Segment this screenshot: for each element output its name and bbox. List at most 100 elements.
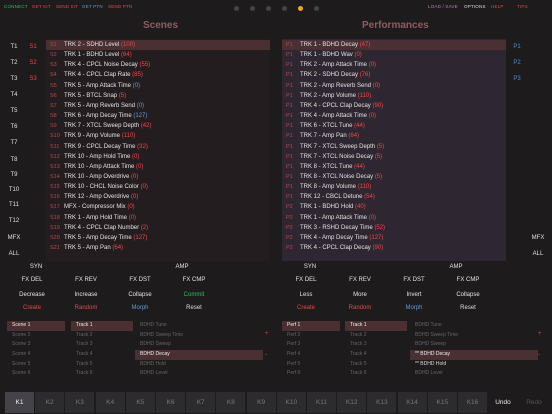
list-item[interactable]: BDHD Tune: [415, 322, 442, 328]
perf-name-list[interactable]: Perf 1 Perf 2 Perf 3 Perf 4 Perf 5 Perf 6: [282, 321, 340, 379]
list-item[interactable]: Track 2: [76, 331, 93, 338]
topbar-link-right-0[interactable]: LOAD / SAVE: [428, 4, 458, 9]
track-button-t11[interactable]: T11: [9, 202, 19, 208]
ctl-fx-cmp[interactable]: FX CMP: [182, 277, 206, 283]
kit-button-k16[interactable]: K16: [458, 392, 487, 413]
list-item[interactable]: Track 4: [350, 351, 367, 358]
list-row[interactable]: P1 TRK 8 - XTCL Tune (44): [282, 162, 506, 172]
list-item[interactable]: Perf 5: [287, 360, 301, 367]
list-row[interactable]: S10 TRK 9 - Amp Volume (110): [46, 131, 270, 141]
ctl-create-btn[interactable]: Create: [22, 305, 41, 311]
list-row[interactable]: S13 TRK 10 - Amp Attack Time (0): [46, 162, 270, 172]
list-item[interactable]: Track 3: [76, 341, 93, 348]
list-row[interactable]: P1 TRK 2 - Amp Reverb Send (0): [282, 81, 506, 91]
ctl-fx-cmp[interactable]: FX CMP: [456, 277, 480, 283]
list-item[interactable]: BDHD Level: [140, 370, 168, 377]
list-row[interactable]: P1 TRK 4 - Amp Attack Time (0): [282, 111, 506, 121]
ctl-create-btn[interactable]: Create: [296, 305, 315, 311]
list-item[interactable]: Scene 6: [12, 370, 31, 377]
ctl-syn[interactable]: SYN: [303, 264, 317, 270]
perf-slot-p1[interactable]: P1: [513, 44, 521, 50]
topbar-link-4[interactable]: SEND PTN: [108, 4, 133, 9]
page-dot[interactable]: [314, 6, 319, 11]
ctl-morph-btn[interactable]: Morph: [131, 305, 149, 311]
list-item[interactable]: Scene 4: [12, 351, 31, 358]
topbar-link-0[interactable]: CONNECT: [4, 4, 28, 9]
list-item[interactable]: BDHD Sweep: [415, 341, 446, 348]
list-row[interactable]: P1 TRK 7 - XTCL Sweep Depth (5): [282, 142, 506, 152]
performances-list[interactable]: P1 TRK 1 - BDHD Decay (47) P1 TRK 1 - BDHD …: [282, 39, 506, 261]
list-item[interactable]: Scene 2: [12, 331, 31, 338]
list-row[interactable]: P1 TRK 6 - XTCL Tune (44): [282, 121, 506, 131]
list-row[interactable]: P2 TRK 1 - BDHD Hold (40): [282, 202, 506, 212]
list-row[interactable]: S5 TRK 5 - Amp Attack Time (0): [46, 81, 270, 91]
list-row[interactable]: S18 TRK 1 - Amp Hold Time (0): [46, 213, 270, 223]
page-dot[interactable]: [266, 6, 271, 11]
list-row[interactable]: P1 TRK 2 - Amp Attack Time (0): [282, 60, 506, 70]
list-row[interactable]: P2 TRK 3 - RSHD Decay Time (52): [282, 223, 506, 233]
ctl-syn[interactable]: SYN: [29, 264, 43, 270]
scenes-list[interactable]: S1 TRK 2 - SDHD Level (100) S2 TRK 1 - BDHD…: [46, 39, 270, 261]
perf-slot-p3[interactable]: P3: [513, 76, 521, 82]
ctl-fx-del[interactable]: FX DEL: [295, 277, 317, 283]
page-dot[interactable]: [298, 6, 303, 11]
kit-button-k13[interactable]: K13: [367, 392, 397, 413]
track-name-list[interactable]: Track 1 Track 2 Track 3 Track 4 Track 5 Track…: [71, 321, 133, 379]
ctl-amp[interactable]: AMP: [175, 264, 189, 270]
page-dot[interactable]: [234, 6, 239, 11]
ctl-collapse[interactable]: Collapse: [128, 292, 152, 298]
list-row[interactable]: S7 TRK 5 - Amp Reverb Send (0): [46, 101, 270, 111]
ctl-commit[interactable]: Commit: [183, 292, 205, 298]
track-button-t7[interactable]: T7: [10, 140, 18, 146]
kit-button-k5[interactable]: K5: [125, 392, 155, 413]
list-item[interactable]: Perf 1: [282, 321, 340, 331]
list-row[interactable]: S17 MFX - Compressor Mix (0): [46, 202, 270, 212]
track-button-t8[interactable]: T8: [10, 157, 18, 163]
list-item[interactable]: Track 2: [350, 331, 367, 338]
kit-button-k11[interactable]: K11: [307, 392, 336, 413]
topbar-link-right-1[interactable]: OPTIONS: [464, 4, 486, 9]
list-row[interactable]: P1 TRK 1 - BDHD Decay (47): [282, 40, 506, 51]
list-item[interactable]: BDHD Sweep Time: [140, 331, 184, 338]
list-row[interactable]: S1 TRK 2 - SDHD Level (100): [46, 40, 270, 51]
list-item[interactable]: Scene 1: [7, 321, 65, 331]
kit-button-k4[interactable]: K4: [95, 392, 125, 413]
list-item[interactable]: Perf 2: [287, 331, 301, 338]
list-item[interactable]: BDHD Sweep: [140, 341, 171, 348]
list-row[interactable]: S8 TRK 6 - Amp Decay Time (127): [46, 111, 270, 121]
list-row[interactable]: P1 TRK 4 - CPCL Clap Decay (90): [282, 101, 506, 111]
scene-slot-s2[interactable]: S2: [29, 60, 37, 66]
kit-button-k14[interactable]: K14: [397, 392, 427, 413]
list-row[interactable]: S19 TRK 4 - CPCL Clap Number (2): [46, 223, 270, 233]
track-name-list-2[interactable]: Track 1 Track 2 Track 3 Track 4 Track 5 Track…: [345, 321, 407, 379]
list-item[interactable]: ** BDHD Hold: [415, 360, 447, 367]
list-item[interactable]: BDHD Level: [415, 370, 443, 377]
perf-slot-p2[interactable]: P2: [513, 60, 521, 66]
ctl-more[interactable]: More: [353, 292, 367, 298]
ctl-increase[interactable]: Increase: [74, 292, 98, 298]
kit-button-k1[interactable]: K1: [5, 392, 34, 413]
list-item[interactable]: Track 6: [76, 370, 93, 377]
list-row[interactable]: S9 TRK 7 - XTCL Sweep Depth (42): [46, 121, 270, 131]
list-row[interactable]: P1 TRK 2 - SDHD Decay (76): [282, 70, 506, 80]
list-item[interactable]: Scene 3: [12, 341, 31, 348]
track-button-all[interactable]: ALL: [8, 251, 20, 257]
list-row[interactable]: P1 TRK 8 - XTCL Noise Decay (5): [282, 172, 506, 182]
track-button-t6[interactable]: T6: [10, 124, 18, 130]
list-row[interactable]: S21 TRK 5 - Amp Pan (64): [46, 243, 270, 253]
scene-slot-s3[interactable]: S3: [29, 76, 37, 82]
list-item[interactable]: Track 1: [345, 321, 407, 331]
kit-button-k8[interactable]: K8: [216, 392, 246, 413]
param-name-list[interactable]: BDHD Tune BDHD Sweep Time BDHD Sweep BDHD D…: [135, 321, 263, 379]
list-item[interactable]: Track 3: [350, 341, 367, 348]
kit-button-k3[interactable]: K3: [65, 392, 95, 413]
ctl-fx-del[interactable]: FX DEL: [21, 277, 43, 283]
ctl-fx-dst[interactable]: FX DST: [129, 277, 151, 283]
list-row[interactable]: P1 TRK 8 - Amp Volume (110): [282, 182, 506, 192]
remove-icon[interactable]: -: [265, 352, 267, 358]
kit-button-k2[interactable]: K2: [35, 392, 65, 413]
list-row[interactable]: S20 TRK 5 - Amp Decay Time (127): [46, 233, 270, 243]
list-item[interactable]: Track 5: [76, 360, 93, 367]
track-button-t10[interactable]: T10: [8, 187, 20, 193]
ctl-fx-dst[interactable]: FX DST: [403, 277, 425, 283]
